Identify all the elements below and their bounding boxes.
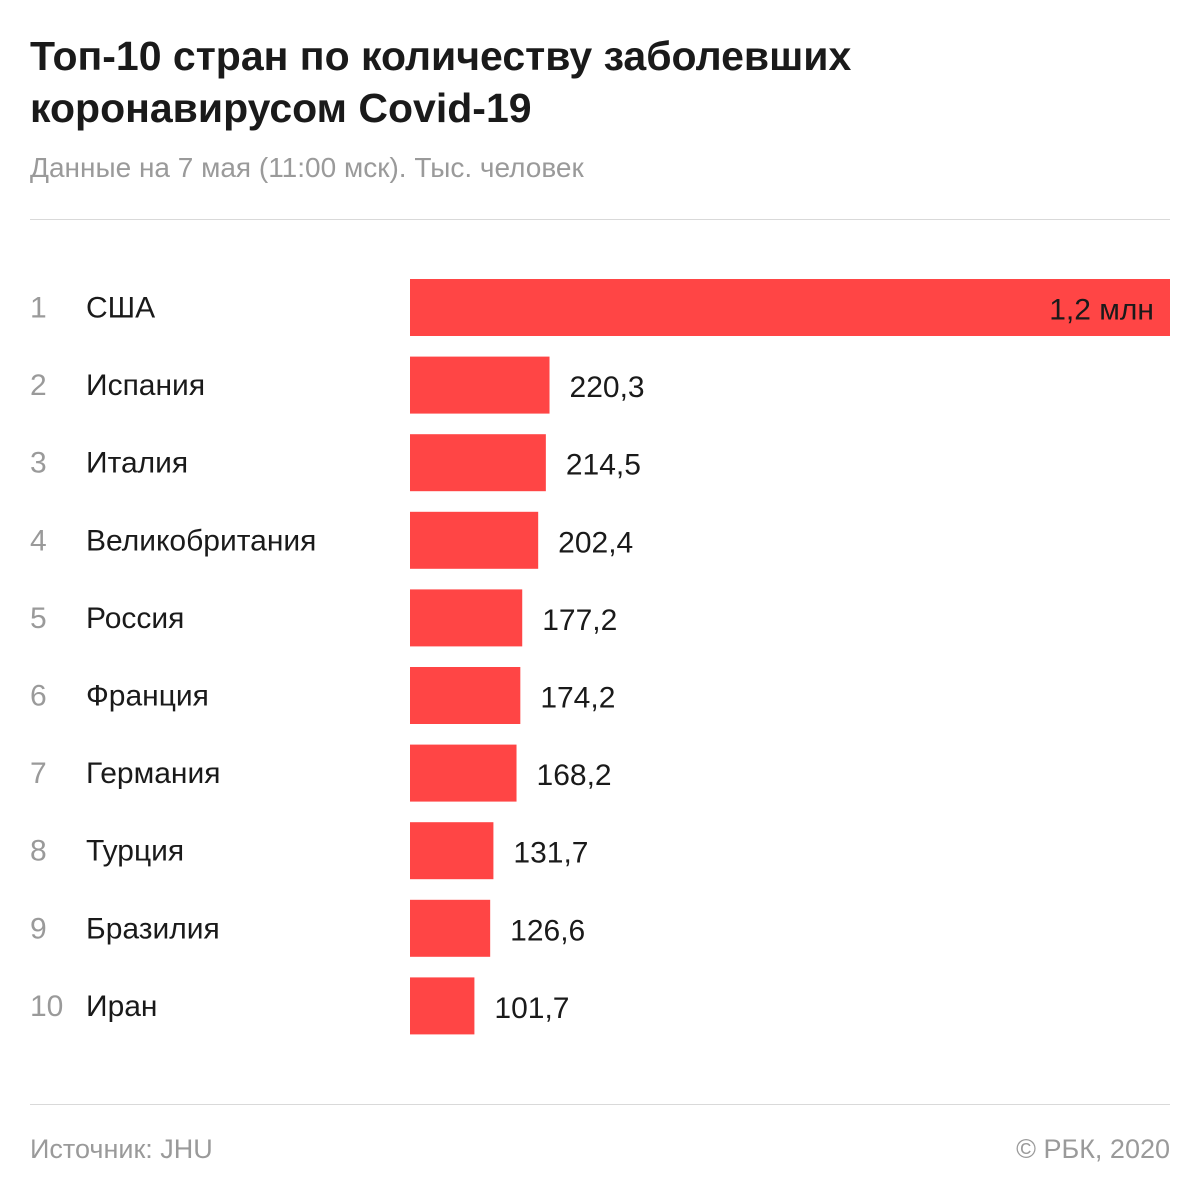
- value-label: 131,7: [513, 837, 588, 870]
- rank-label: 1: [30, 292, 47, 325]
- rank-label: 9: [30, 912, 47, 945]
- value-label: 220,3: [570, 371, 645, 404]
- country-label: Россия: [86, 602, 184, 635]
- bar: [410, 279, 1170, 336]
- country-label: Великобритания: [86, 524, 316, 557]
- rank-label: 5: [30, 602, 47, 635]
- country-label: США: [86, 292, 155, 325]
- rank-label: 6: [30, 680, 47, 713]
- value-label: 1,2 млн: [1049, 294, 1154, 327]
- rank-label: 4: [30, 524, 47, 557]
- bar: [410, 589, 523, 647]
- country-label: Иран: [86, 990, 158, 1023]
- country-label: Италия: [86, 447, 188, 480]
- rank-label: 10: [30, 990, 63, 1023]
- value-label: 202,4: [558, 526, 633, 559]
- value-label: 126,6: [510, 914, 585, 947]
- bottom-divider: [30, 1104, 1170, 1105]
- rank-label: 7: [30, 757, 47, 790]
- bar: [410, 822, 494, 880]
- country-label: Германия: [86, 757, 221, 790]
- value-label: 168,2: [537, 759, 612, 792]
- bar: [410, 511, 539, 569]
- country-label: Турция: [86, 835, 184, 868]
- country-label: Испания: [86, 369, 205, 402]
- country-label: Франция: [86, 680, 209, 713]
- value-label: 214,5: [566, 449, 641, 482]
- rank-label: 8: [30, 835, 47, 868]
- rank-label: 2: [30, 369, 47, 402]
- value-label: 174,2: [540, 682, 615, 715]
- bar: [410, 434, 546, 492]
- value-label: 101,7: [494, 992, 569, 1025]
- source-note: Источник: JHU: [30, 1134, 213, 1164]
- bar: [410, 977, 475, 1035]
- bar: [410, 744, 517, 802]
- bar: [410, 667, 521, 724]
- bar: [410, 356, 550, 414]
- copyright-note: © РБК, 2020: [1016, 1134, 1170, 1164]
- chart-subtitle: Данные на 7 мая (11:00 мск). Тыс. челове…: [30, 152, 584, 183]
- bar: [410, 899, 491, 957]
- chart-title: Топ-10 стран по количеству заболевших ко…: [30, 33, 852, 131]
- value-label: 177,2: [542, 604, 617, 637]
- top-divider: [30, 219, 1170, 220]
- country-label: Бразилия: [86, 912, 220, 945]
- rank-label: 3: [30, 447, 47, 480]
